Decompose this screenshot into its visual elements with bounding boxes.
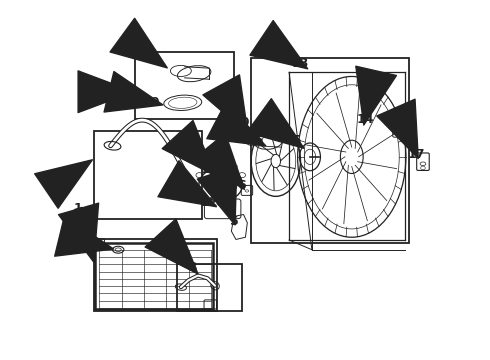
Bar bbox=[96, 243, 213, 309]
Text: 15: 15 bbox=[284, 134, 302, 147]
Text: 9: 9 bbox=[150, 96, 159, 109]
Bar bbox=[135, 51, 234, 120]
Text: 5: 5 bbox=[230, 216, 239, 229]
Bar bbox=[94, 131, 202, 219]
Text: 10: 10 bbox=[233, 116, 250, 129]
Bar bbox=[94, 239, 217, 311]
Bar bbox=[251, 58, 409, 243]
Text: 13: 13 bbox=[292, 58, 309, 71]
Text: 1: 1 bbox=[74, 202, 83, 215]
Text: 16: 16 bbox=[246, 134, 264, 147]
Text: 12: 12 bbox=[200, 196, 218, 209]
Text: 6: 6 bbox=[237, 179, 246, 193]
Text: 14: 14 bbox=[356, 113, 374, 126]
Text: 8: 8 bbox=[150, 52, 159, 65]
Text: 2: 2 bbox=[95, 239, 103, 252]
Bar bbox=[177, 264, 242, 311]
Text: 11: 11 bbox=[200, 163, 218, 176]
Text: 3: 3 bbox=[188, 261, 196, 274]
Text: 4: 4 bbox=[74, 163, 83, 176]
Text: 7: 7 bbox=[112, 85, 121, 98]
Text: 17: 17 bbox=[408, 148, 425, 161]
